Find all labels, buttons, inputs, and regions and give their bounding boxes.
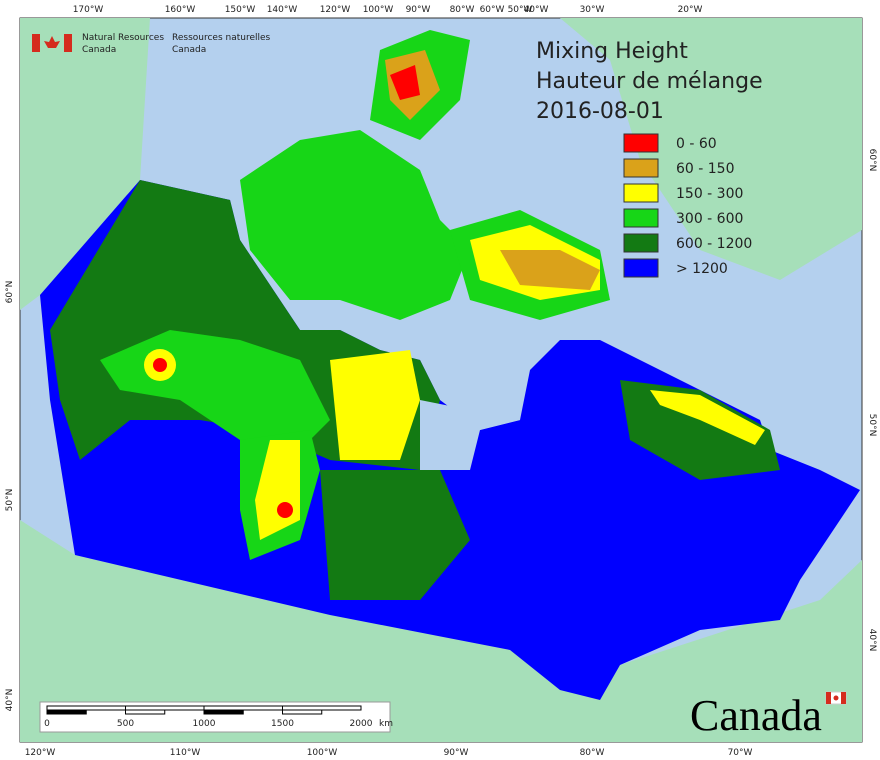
zone-150-300 <box>330 350 420 460</box>
baffin-orange <box>500 250 600 290</box>
longitude-label: 60°W <box>480 5 505 15</box>
scale-segment <box>282 705 362 711</box>
longitude-label: 100°W <box>307 748 338 758</box>
legend-swatch <box>623 258 659 278</box>
legend: 0 - 60 60 - 150 150 - 300 300 - 600 600 - 12… <box>623 133 752 278</box>
longitude-label: 20°W <box>678 5 703 15</box>
title: Hauteur de mélange <box>536 69 763 94</box>
legend-swatch <box>623 133 659 153</box>
title: Mixing Height <box>536 39 688 64</box>
scale-segment <box>203 705 283 711</box>
wordmark-flag <box>825 691 847 705</box>
legend-label: > 1200 <box>676 261 728 277</box>
graticule: 170°W 160°W 150°W 140°W 120°W 100°W 90°W 80°W 60… <box>5 5 877 758</box>
longitude-label: 80°W <box>450 5 475 15</box>
scale-bar: 0 500 1000 1500 2000 km <box>39 701 393 733</box>
scale-label: 1500 <box>271 719 294 729</box>
scale-label: 0 <box>44 719 50 729</box>
legend-label: 300 - 600 <box>676 211 743 227</box>
longitude-label: 120°W <box>25 748 56 758</box>
scale-segment <box>282 709 323 715</box>
greenland <box>560 18 862 280</box>
latitude-label: 60°N <box>867 149 877 172</box>
latitude-label: 40°N <box>867 629 877 652</box>
legend-label: 150 - 300 <box>676 186 743 202</box>
ellesmere-red <box>390 65 420 100</box>
scale-segment <box>203 709 244 715</box>
latitude-label: 40°N <box>5 689 15 712</box>
title: 2016-08-01 <box>536 99 664 124</box>
latitude-label: 60°N <box>5 281 15 304</box>
longitude-label: 40°W <box>524 5 549 15</box>
scale-segment <box>125 709 166 715</box>
longitude-label: 90°W <box>406 5 431 15</box>
legend-label: 600 - 1200 <box>676 236 752 252</box>
scale-label: 2000 <box>350 719 373 729</box>
arctic-islands <box>240 130 470 320</box>
usa <box>20 520 862 742</box>
agency-en: Canada <box>82 45 116 55</box>
scale-segment <box>46 709 87 715</box>
longitude-label: 50°W <box>508 5 533 15</box>
hotspot <box>153 358 167 372</box>
longitude-label: 140°W <box>267 5 298 15</box>
longitude-label: 90°W <box>444 748 469 758</box>
scale-unit: km <box>379 719 393 729</box>
longitude-label: 80°W <box>580 748 605 758</box>
agency-fr: Ressources naturelles <box>172 33 271 43</box>
scale-label: 1000 <box>193 719 216 729</box>
zone-coast <box>650 390 765 445</box>
longitude-label: 100°W <box>363 5 394 15</box>
legend-swatch <box>623 158 659 178</box>
legend-swatch <box>623 208 659 228</box>
legend-label: 60 - 150 <box>676 161 735 177</box>
agency-en: Natural Resources <box>82 33 164 43</box>
legend-swatch <box>623 183 659 203</box>
wordmark: Canada <box>690 691 822 740</box>
agency-fr: Canada <box>172 45 206 55</box>
longitude-label: 120°W <box>320 5 351 15</box>
zone-ontario <box>320 470 470 600</box>
hotspot <box>277 502 293 518</box>
scale-segment <box>125 705 205 711</box>
longitude-label: 170°W <box>73 5 104 15</box>
longitude-label: 110°W <box>170 748 201 758</box>
legend-label: 0 - 60 <box>676 136 717 152</box>
longitude-label: 150°W <box>225 5 256 15</box>
longitude-label: 160°W <box>165 5 196 15</box>
longitude-label: 30°W <box>580 5 605 15</box>
scale-label: 500 <box>117 719 134 729</box>
agency-logo <box>32 34 72 52</box>
longitude-label: 70°W <box>728 748 753 758</box>
hudson-bay <box>420 400 520 470</box>
scale-segment <box>46 705 126 711</box>
latitude-label: 50°N <box>5 489 15 512</box>
latitude-label: 50°N <box>867 414 877 437</box>
legend-swatch <box>623 233 659 253</box>
alaska <box>20 18 150 310</box>
